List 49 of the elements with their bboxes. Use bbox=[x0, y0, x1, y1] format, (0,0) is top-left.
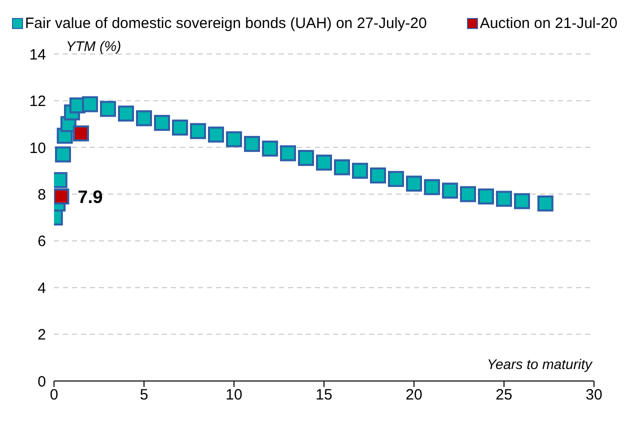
point bbox=[244, 136, 260, 152]
legend-label: Fair value of domestic sovereign bonds (UAH) on 27-July-20 bbox=[24, 14, 427, 32]
point bbox=[280, 145, 296, 162]
data-label: 7.9 bbox=[78, 186, 103, 207]
point bbox=[316, 154, 332, 171]
point bbox=[388, 170, 404, 187]
point bbox=[154, 114, 170, 131]
point bbox=[54, 188, 70, 204]
point bbox=[352, 162, 368, 179]
point bbox=[208, 126, 224, 143]
y-axis-title: YTM (%) bbox=[66, 38, 122, 54]
x-tick-label: 10 bbox=[226, 386, 242, 404]
point bbox=[118, 106, 134, 122]
legend-label: Auction on 21-Jul-20 bbox=[478, 14, 618, 32]
x-tick-label: 5 bbox=[140, 386, 148, 404]
x-tick-label: 25 bbox=[496, 386, 512, 404]
point bbox=[478, 188, 494, 204]
y-tick-label: 10 bbox=[29, 140, 46, 157]
y-tick-label: 8 bbox=[38, 186, 46, 204]
y-tick-label: 6 bbox=[38, 233, 46, 250]
x-tick-label: 0 bbox=[50, 386, 58, 404]
y-tick-label: 0 bbox=[38, 373, 46, 390]
point bbox=[514, 193, 530, 210]
x-axis-title: Years to maturity bbox=[486, 356, 592, 372]
point bbox=[298, 150, 314, 166]
point bbox=[190, 123, 206, 140]
point bbox=[226, 131, 242, 148]
point bbox=[82, 96, 98, 112]
point bbox=[262, 140, 278, 157]
x-tick-label: 15 bbox=[316, 386, 332, 404]
x-tick-label: 20 bbox=[406, 386, 422, 404]
y-tick-label: 12 bbox=[29, 93, 46, 110]
point bbox=[442, 182, 458, 199]
point bbox=[172, 120, 188, 136]
y-tick-label: 4 bbox=[38, 280, 46, 297]
point bbox=[55, 146, 71, 162]
point bbox=[496, 190, 512, 207]
point bbox=[537, 195, 554, 212]
point bbox=[136, 110, 152, 126]
point bbox=[100, 100, 116, 117]
point bbox=[460, 186, 476, 202]
point bbox=[424, 179, 440, 196]
point bbox=[334, 159, 350, 176]
point bbox=[406, 176, 422, 192]
y-tick-label: 14 bbox=[29, 46, 46, 64]
x-tick-label: 30 bbox=[586, 386, 602, 404]
point bbox=[73, 125, 89, 142]
point bbox=[370, 167, 386, 184]
y-tick-label: 2 bbox=[38, 326, 46, 344]
